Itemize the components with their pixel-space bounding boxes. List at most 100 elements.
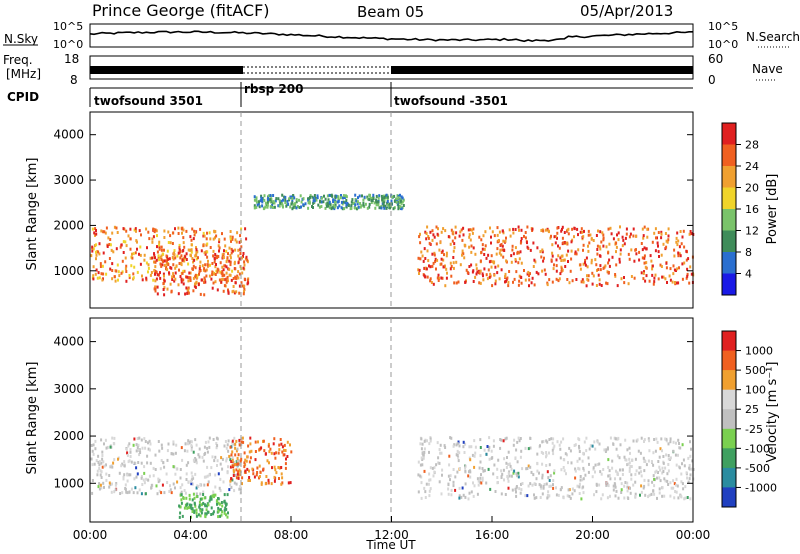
data-cell	[514, 259, 517, 263]
data-cell	[423, 439, 426, 443]
data-cell	[440, 451, 443, 455]
data-cell	[203, 234, 206, 238]
data-cell	[199, 492, 202, 496]
data-cell	[165, 472, 168, 476]
data-cell	[541, 250, 544, 254]
data-cell	[193, 502, 196, 506]
data-cell	[373, 201, 376, 205]
data-cell	[489, 226, 491, 230]
freq-left-tick-top: 18	[64, 52, 79, 66]
data-cell	[231, 478, 234, 482]
freq-left-label-1: Freq.	[3, 53, 33, 67]
data-cell	[500, 253, 503, 257]
data-cell	[243, 260, 246, 264]
noise-right-tick-bottom: 10^0	[708, 38, 738, 51]
data-cell	[273, 452, 276, 456]
data-cell	[237, 276, 240, 280]
data-cell	[441, 468, 444, 472]
data-cell	[213, 260, 216, 264]
data-cell	[108, 257, 111, 260]
data-cell	[526, 272, 529, 276]
data-cell	[641, 248, 644, 252]
data-cell	[576, 227, 579, 231]
data-cell	[239, 252, 242, 255]
data-cell	[518, 228, 520, 232]
data-cell	[197, 256, 199, 260]
data-cell	[574, 250, 577, 254]
data-cell	[653, 492, 656, 496]
data-cell	[417, 256, 420, 260]
data-cell	[141, 278, 144, 282]
data-cell	[181, 483, 184, 487]
data-cell	[238, 240, 241, 244]
data-cell	[260, 194, 263, 198]
data-cell	[194, 282, 196, 286]
data-cell	[255, 200, 258, 204]
data-cell	[660, 230, 663, 234]
data-cell	[359, 202, 362, 205]
data-cell	[125, 447, 128, 451]
data-cell	[187, 461, 190, 465]
data-cell	[440, 492, 443, 496]
data-cell	[107, 236, 110, 240]
data-cell	[180, 501, 183, 505]
data-cell	[273, 479, 276, 483]
freq-panel: Freq. [MHz] 18 8 60 0 Nave	[3, 52, 783, 87]
data-cell	[682, 487, 685, 491]
data-cell	[219, 261, 222, 265]
data-cell	[399, 193, 401, 197]
data-cell	[571, 238, 574, 242]
data-cell	[158, 247, 161, 251]
data-cell	[580, 497, 583, 501]
data-cell	[630, 473, 633, 477]
data-cell	[219, 462, 222, 466]
data-cell	[174, 486, 176, 490]
data-cell	[135, 229, 137, 233]
data-cell	[308, 197, 311, 201]
data-cell	[387, 203, 390, 207]
data-cell	[653, 280, 656, 284]
data-cell	[399, 205, 402, 209]
data-cell	[182, 228, 185, 232]
data-cell	[618, 257, 621, 261]
data-cell	[652, 463, 655, 467]
data-cell	[369, 196, 372, 200]
data-cell	[260, 481, 263, 485]
data-cell	[202, 244, 205, 248]
data-cell	[581, 459, 584, 463]
data-cell	[555, 264, 558, 268]
data-cell	[235, 277, 238, 281]
data-cell	[612, 237, 615, 241]
data-cell	[481, 247, 484, 251]
data-cell	[277, 466, 280, 469]
data-cell	[457, 280, 460, 284]
data-cell	[464, 442, 467, 446]
data-cell	[234, 453, 237, 457]
data-cell	[617, 436, 620, 440]
data-cell	[141, 274, 143, 278]
data-cell	[427, 236, 430, 240]
data-cell	[190, 448, 193, 452]
data-cell	[124, 267, 127, 271]
data-cell	[634, 480, 637, 484]
data-cell	[181, 458, 184, 462]
data-cell	[212, 493, 215, 497]
data-cell	[472, 246, 475, 250]
data-cell	[223, 444, 226, 448]
data-cell	[447, 492, 450, 496]
data-cell	[275, 451, 278, 455]
data-cell	[471, 231, 474, 235]
data-cell	[423, 469, 426, 473]
data-cell	[343, 207, 346, 211]
data-cell	[676, 484, 679, 488]
data-cell	[438, 461, 441, 465]
data-cell	[251, 467, 254, 471]
data-cell	[226, 493, 229, 497]
data-cell	[221, 265, 224, 269]
data-cell	[151, 256, 154, 260]
data-cell	[552, 452, 555, 456]
data-cell	[486, 277, 489, 281]
data-cell	[213, 459, 216, 463]
data-cell	[216, 270, 219, 274]
data-cell	[291, 201, 294, 205]
